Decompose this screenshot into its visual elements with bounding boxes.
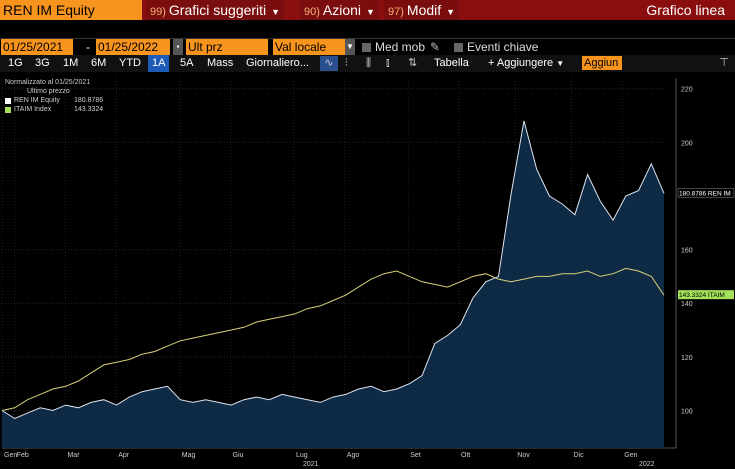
x-tick-label: Ago: [347, 452, 360, 459]
x-tick-label: Lug: [296, 452, 308, 459]
legend-name: REN IM Equity: [14, 97, 60, 104]
start-date-field[interactable]: 01/25/2021: [1, 39, 73, 55]
menu-number: 90): [304, 6, 320, 18]
y-tick-label: 200: [681, 140, 693, 147]
x-tick-label: Dic: [574, 452, 585, 459]
legend-subheader: Ultimo prezzo: [27, 88, 70, 95]
chevron-down-icon: ▼: [556, 59, 565, 68]
range-1m[interactable]: 1M: [63, 57, 79, 69]
x-tick-label: Feb: [17, 452, 29, 459]
legend-swatch: [5, 97, 11, 104]
chevron-down-icon: ▼: [446, 7, 456, 17]
bar-chart-icon[interactable]: ⫶: [345, 57, 348, 69]
add-button[interactable]: + Aggiungere ▼: [488, 55, 564, 72]
menu-number: 99): [150, 6, 166, 18]
frequency-label: Giornaliero: [246, 57, 300, 69]
price-field[interactable]: Ult prz: [186, 39, 268, 55]
menu-actions[interactable]: 90) Azioni ▼: [300, 0, 379, 20]
range-1a[interactable]: 1A: [148, 55, 170, 72]
equity-line: [1, 120, 665, 420]
y-tick-label: 220: [681, 87, 693, 94]
x-tick-label: Gen: [4, 452, 17, 459]
range-3g[interactable]: 3G: [35, 57, 50, 69]
add-field[interactable]: Aggiun: [582, 56, 622, 70]
range-toolbar: [0, 55, 735, 72]
legend-value: 143.3324: [74, 106, 104, 113]
chevron-down-icon[interactable]: ▼: [345, 39, 355, 55]
menu-label: Modif: [406, 2, 442, 18]
x-tick-label: Set: [410, 452, 421, 459]
end-date-field[interactable]: 01/25/2022: [96, 39, 170, 55]
x-tick-label: Nov: [517, 452, 530, 459]
y-tick-label: 140: [681, 301, 693, 308]
moving-avg-checkbox[interactable]: [362, 43, 371, 52]
line-chart-icon[interactable]: ∿: [320, 56, 338, 71]
chart-legend: Normalizzato al 01/25/2021 Ultimo prezzo…: [5, 78, 103, 114]
range-5a[interactable]: 5A: [180, 57, 194, 69]
range-ytd[interactable]: YTD: [119, 57, 141, 69]
y-tick-label: 160: [681, 248, 693, 255]
y-tick-label: 120: [681, 355, 693, 362]
x-tick-label: Mar: [67, 452, 80, 459]
ticker-field[interactable]: REN IM Equity: [0, 0, 142, 20]
pencil-icon[interactable]: ✎: [430, 40, 441, 54]
menu-number: 97): [388, 6, 404, 18]
divider: [0, 38, 735, 39]
key-events-label: Eventi chiave: [467, 40, 539, 54]
ohlc-icon[interactable]: ⫾: [386, 57, 390, 69]
x-tick-label: Giu: [233, 452, 244, 459]
last-value-box-index: [678, 290, 734, 300]
legend-name: ITAIM Index: [14, 106, 52, 113]
year-label: 2021: [303, 461, 319, 468]
chevron-down-icon: ▼: [366, 7, 375, 17]
moving-avg-label: Med mob: [375, 40, 426, 54]
add-label: + Aggiungere: [488, 57, 554, 69]
candlestick-icon[interactable]: ⫼: [366, 57, 372, 69]
menu-edit[interactable]: 97) Modif ▼: [384, 0, 460, 20]
x-tick-label: Mag: [182, 452, 196, 459]
legend-entry: REN IM Equity 180.8786: [5, 96, 103, 105]
range-max[interactable]: Mass: [207, 57, 234, 69]
legend-header: Normalizzato al 01/25/2021: [5, 79, 91, 86]
menu-label: Grafici suggeriti: [168, 2, 267, 18]
legend-value: 180.8786: [74, 97, 104, 104]
key-events-checkbox[interactable]: [454, 43, 463, 52]
range-6m[interactable]: 6M: [91, 57, 107, 69]
x-tick-label: Apr: [118, 452, 130, 459]
range-1g[interactable]: 1G: [8, 57, 23, 69]
year-label: 2022: [639, 461, 655, 468]
pin-icon[interactable]: ⊤: [719, 57, 729, 69]
last-value-label-index: 143.3324 ITAIM: [679, 292, 725, 299]
last-value-box-equity: [677, 188, 735, 198]
menu-suggested-charts[interactable]: 99) Grafici suggeriti ▼: [146, 0, 285, 20]
table-button[interactable]: Tabella: [434, 57, 469, 69]
last-value-label-equity: 180.8786 REN IM: [679, 190, 731, 197]
currency-field[interactable]: Val locale: [273, 39, 345, 55]
date-separator: -: [86, 40, 90, 54]
y-tick-label: 100: [681, 408, 693, 415]
calendar-icon[interactable]: ▪: [173, 39, 183, 55]
menu-label: Azioni: [322, 2, 362, 18]
chart-type-title: Grafico linea: [646, 2, 725, 18]
index-line: [1, 267, 665, 411]
x-tick-label: Gen: [624, 452, 637, 459]
x-tick-label: Ott: [461, 452, 470, 459]
legend-entry: ITAIM Index 143.3324: [5, 105, 103, 114]
equity-area: [2, 120, 664, 449]
chevron-down-icon: ▼: [271, 7, 281, 17]
legend-swatch: [5, 106, 11, 113]
annotation-tool-icon[interactable]: ⇅: [408, 57, 418, 69]
frequency-select[interactable]: Giornaliero...: [246, 57, 309, 69]
